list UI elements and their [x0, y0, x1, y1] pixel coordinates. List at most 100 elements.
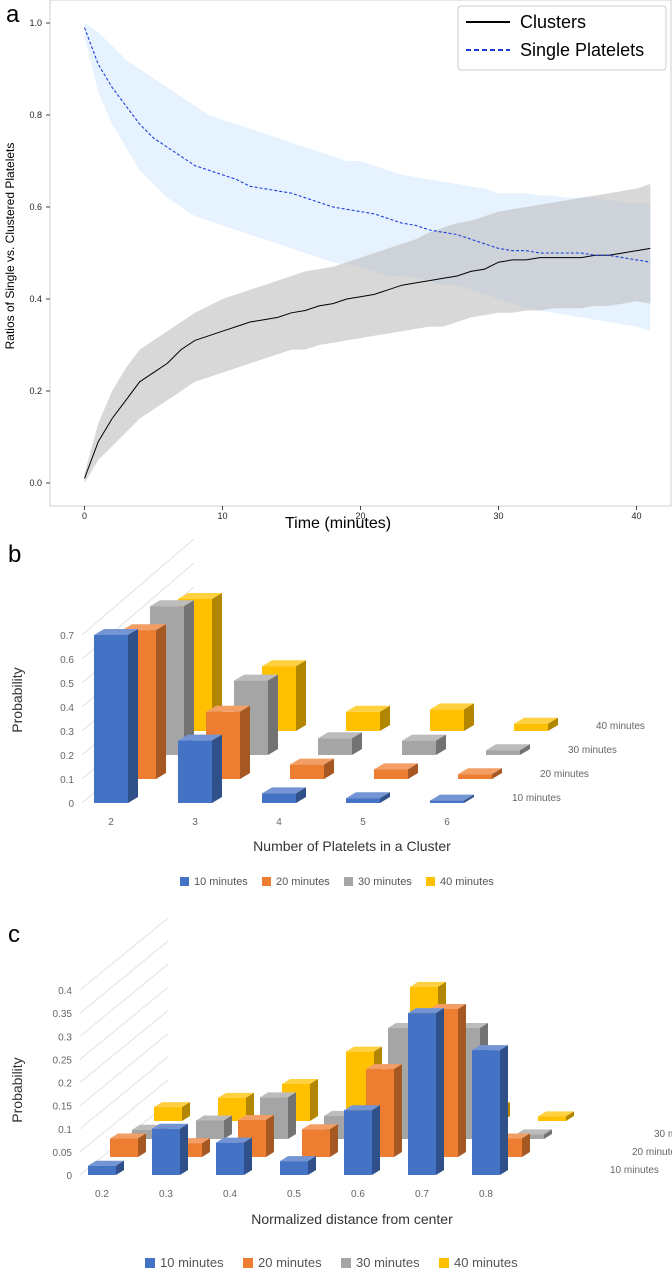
x-tick-label: 0.4 [223, 1189, 237, 1200]
bar-side [184, 600, 194, 755]
bar-top [408, 1008, 444, 1014]
legend-swatch [426, 877, 435, 886]
legend-entry-40-minutes: 40 minutes [426, 876, 494, 888]
bar-top [262, 660, 306, 667]
bar-side [522, 1133, 530, 1157]
bar-front [430, 800, 464, 803]
x-tick-label: 0.8 [479, 1189, 493, 1200]
bar-40-minutes-0-3 [218, 1092, 254, 1121]
bar-side [520, 744, 530, 755]
y-tick-label: 0.2 [60, 751, 74, 762]
bar-front [154, 1107, 182, 1121]
bar-side [500, 1045, 508, 1175]
panel-c-ticks: 0 0.05 0.1 0.15 0.2 0.25 0.3 0.35 0.4 0.2 0.3 0.4 0.… [53, 986, 494, 1200]
bar-20-minutes-0-2 [110, 1133, 146, 1157]
bar-side [202, 1138, 210, 1157]
bar-30-minutes-4 [318, 732, 362, 755]
bar-20-minutes-4 [290, 758, 334, 779]
legend-entry-20-minutes: 20 minutes [243, 1255, 322, 1270]
y-tick-label: 0.05 [53, 1148, 73, 1159]
legend-entry-30-minutes: 30 minutes [344, 876, 412, 888]
bar-side [240, 705, 250, 779]
y-tick-label: 0.3 [58, 1032, 72, 1043]
bar-front [196, 1120, 224, 1139]
bar-front [408, 1013, 436, 1175]
y-tick-label: 0.15 [53, 1102, 73, 1113]
bar-front [152, 1128, 180, 1175]
bar-side [266, 1115, 274, 1157]
y-tick-label: 0.8 [29, 110, 42, 120]
y-tick-label: 0.7 [60, 631, 74, 642]
panel-c: c 0 0.05 0.1 0.15 0.2 0.25 0.3 0.35 0.4 0.2 0.3 0.4… [8, 917, 672, 1270]
bar-side [372, 1105, 380, 1175]
bar-top [366, 1064, 402, 1070]
bar-side [458, 1004, 466, 1157]
gridline [81, 538, 195, 636]
y-axis-label: Probability [9, 1057, 25, 1122]
y-tick-label: 0.4 [60, 703, 74, 714]
bar-front [110, 1138, 138, 1157]
legend-swatch [344, 877, 353, 886]
bar-10-minutes-4 [262, 787, 306, 803]
legend-entry-10-minutes: 10 minutes [145, 1255, 224, 1270]
bar-front [302, 1129, 330, 1157]
bar-20-minutes-0-4 [238, 1115, 274, 1157]
x-axis-label: Number of Platelets in a Cluster [253, 838, 451, 854]
depth-label-20-minutes: 20 minutes [540, 769, 589, 780]
y-tick-label: 0.2 [29, 386, 42, 396]
x-tick-label: 2 [108, 817, 114, 828]
bar-top [152, 1123, 188, 1129]
x-tick-label: 40 [631, 511, 641, 521]
bar-top [262, 787, 306, 794]
y-tick-label: 0.5 [60, 679, 74, 690]
bar-side [288, 1092, 296, 1139]
bar-front [178, 740, 212, 803]
bar-top [122, 624, 166, 631]
legend-entry-30-minutes: 30 minutes [341, 1255, 420, 1270]
bar-front [290, 764, 324, 779]
legend-a: Clusters Single Platelets [457, 5, 667, 71]
legend-swatch [341, 1258, 351, 1268]
legend-swatch [439, 1258, 449, 1268]
bar-top [260, 1092, 296, 1098]
bar-side [212, 593, 222, 731]
depth-label-40-minutes: 40 minutes [596, 721, 645, 732]
bar-top [218, 1092, 254, 1098]
bar-40-minutes-5 [430, 703, 474, 731]
bar-10-minutes-0-3 [152, 1123, 188, 1175]
bar-top [514, 717, 558, 724]
panel-a-y-ticks: 0.0 0.2 0.4 0.6 0.8 1.0 [29, 18, 50, 488]
bar-30-minutes-6 [486, 744, 530, 755]
bar-front [94, 635, 128, 803]
bar-front [346, 711, 380, 731]
bar-30-minutes-0-3 [196, 1115, 232, 1139]
bar-top [318, 732, 362, 739]
x-tick-label: 3 [192, 817, 198, 828]
x-tick-label: 4 [276, 817, 282, 828]
bar-top [430, 1004, 466, 1009]
depth-label-30-minutes: 30 minutes [654, 1129, 672, 1140]
bar-front [344, 1110, 372, 1175]
bar-10-minutes-0-8 [472, 1045, 508, 1175]
bar-side [324, 758, 334, 779]
legend-swatch [243, 1258, 253, 1268]
bar-side [436, 734, 446, 755]
x-tick-label: 0.5 [287, 1189, 301, 1200]
bar-side [268, 674, 278, 755]
bar-front [486, 750, 520, 755]
bar-front [346, 798, 380, 803]
bar-10-minutes-5 [346, 792, 390, 803]
bar-side [464, 703, 474, 731]
bar-top [302, 1124, 338, 1130]
bar-top [346, 792, 390, 799]
panel-a: a 0.0 0.2 0.4 0.6 0.8 1.0 0 10 20 30 40 Time (min… [3, 0, 672, 532]
bar-side [380, 792, 390, 803]
gridline [79, 1056, 169, 1130]
panel-c-bars [88, 981, 574, 1175]
bar-top [154, 1102, 190, 1108]
x-tick-label: 0.2 [95, 1189, 109, 1200]
legend-b: 10 minutes 20 minutes 30 minutes 40 minutes [180, 876, 494, 888]
depth-label-20-minutes: 20 minutes [632, 1147, 672, 1158]
legend-c: 10 minutes 20 minutes 30 minutes 40 minutes [145, 1255, 518, 1270]
